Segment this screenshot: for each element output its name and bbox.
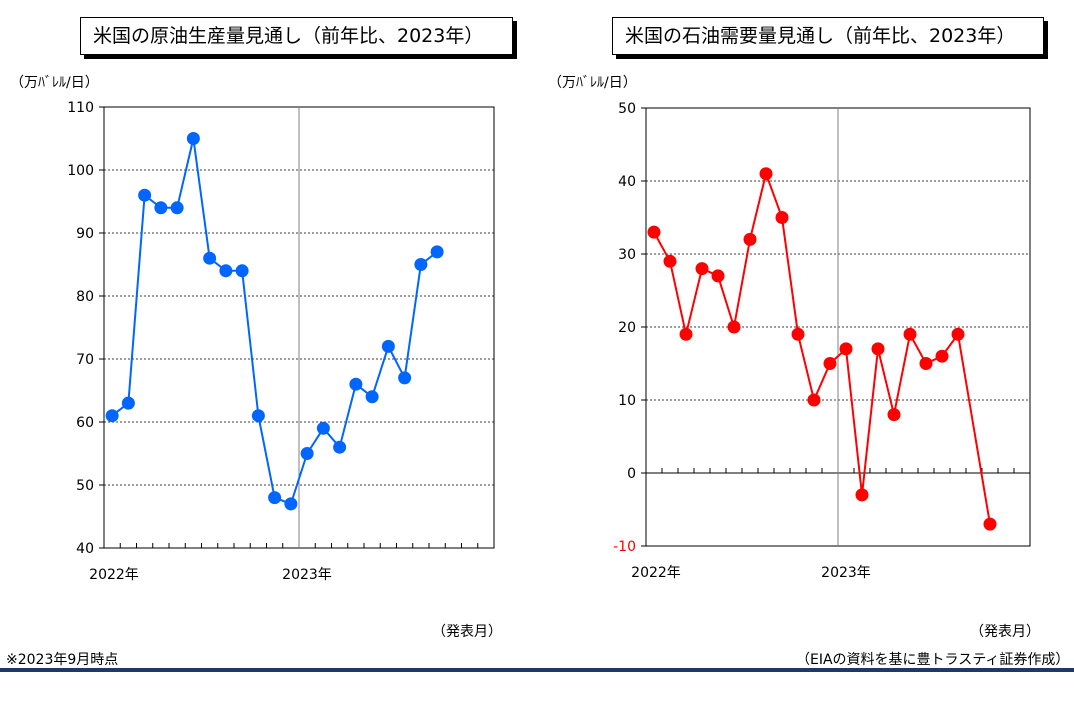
right-y-axis-unit-label: （万ﾊﾞﾚﾙ/日） bbox=[548, 75, 637, 91]
right-y-tick-label: 50 bbox=[618, 101, 636, 117]
left-x-axis-label: （発表月） bbox=[432, 624, 502, 640]
left-y-tick-label: 80 bbox=[76, 289, 94, 305]
left-data-point bbox=[349, 377, 363, 391]
left-y-tick-label: 100 bbox=[67, 163, 94, 179]
left-data-point bbox=[398, 371, 412, 385]
right-data-point bbox=[887, 408, 901, 422]
left-data-point bbox=[219, 264, 233, 278]
left-data-point bbox=[251, 409, 265, 423]
right-data-point bbox=[807, 393, 821, 407]
left-y-tick-label: 50 bbox=[76, 478, 94, 494]
left-x-tick-label: 2023年 bbox=[282, 567, 332, 583]
left-data-point bbox=[154, 201, 168, 215]
right-data-point bbox=[919, 357, 933, 370]
right-data-point bbox=[743, 232, 757, 246]
left-y-tick-label: 90 bbox=[76, 226, 94, 242]
right-y-tick-label: -10 bbox=[613, 539, 636, 555]
left-data-point bbox=[414, 258, 428, 271]
right-data-point bbox=[759, 167, 773, 181]
left-y-tick-label: 110 bbox=[67, 100, 94, 116]
left-x-tick-label: 2022年 bbox=[89, 567, 139, 583]
left-y-tick-label: 60 bbox=[76, 415, 94, 431]
right-y-tick-label: 40 bbox=[618, 174, 636, 190]
right-y-tick-label: 30 bbox=[618, 247, 636, 263]
left-data-point bbox=[430, 245, 444, 259]
right-data-point bbox=[679, 327, 693, 341]
bottom-rule bbox=[0, 668, 1074, 672]
right-data-point bbox=[951, 327, 965, 341]
left-y-axis-unit-label: （万ﾊﾞﾚﾙ/日） bbox=[10, 75, 99, 91]
right-data-point bbox=[903, 327, 917, 341]
source-note: （EIAの資料を基に豊トラスティ証券作成） bbox=[796, 652, 1070, 668]
right-data-point bbox=[647, 225, 661, 239]
right-data-point bbox=[727, 320, 741, 334]
left-data-point bbox=[300, 447, 314, 460]
left-data-point bbox=[316, 421, 330, 435]
left-data-point bbox=[138, 188, 152, 202]
left-y-tick-label: 40 bbox=[76, 541, 94, 557]
left-data-point bbox=[333, 440, 347, 454]
left-data-point bbox=[235, 264, 249, 278]
left-y-tick-label: 70 bbox=[76, 352, 94, 368]
left-data-point bbox=[170, 201, 184, 215]
right-y-tick-label: 0 bbox=[627, 466, 636, 482]
right-data-point bbox=[935, 349, 949, 363]
left-data-point bbox=[186, 132, 200, 145]
left-data-point bbox=[284, 497, 298, 511]
right-data-point bbox=[855, 488, 869, 502]
right-data-point bbox=[839, 342, 853, 356]
right-y-tick-label: 10 bbox=[618, 393, 636, 409]
right-data-point bbox=[791, 327, 805, 341]
left-data-point bbox=[268, 491, 282, 505]
right-x-tick-label: 2022年 bbox=[631, 565, 681, 581]
right-chart-title: 米国の石油需要量見通し（前年比、2023年） bbox=[612, 17, 1044, 55]
left-data-point bbox=[121, 396, 135, 410]
left-data-point bbox=[105, 409, 119, 423]
left-data-point bbox=[365, 390, 379, 404]
right-data-point bbox=[663, 254, 677, 268]
right-data-point bbox=[711, 269, 725, 283]
right-data-point bbox=[695, 262, 709, 276]
left-data-point bbox=[203, 251, 217, 265]
right-data-point bbox=[823, 357, 837, 370]
right-x-axis-label: （発表月） bbox=[970, 624, 1040, 640]
right-x-tick-label: 2023年 bbox=[821, 565, 871, 581]
footnote: ※2023年9月時点 bbox=[6, 652, 119, 668]
left-chart-title: 米国の原油生産量見通し（前年比、2023年） bbox=[80, 17, 513, 55]
right-data-point bbox=[871, 342, 885, 356]
right-data-point bbox=[983, 517, 997, 531]
left-series-line bbox=[111, 138, 438, 506]
right-y-tick-label: 20 bbox=[618, 320, 636, 336]
left-data-point bbox=[381, 339, 395, 353]
right-data-point bbox=[775, 211, 789, 224]
